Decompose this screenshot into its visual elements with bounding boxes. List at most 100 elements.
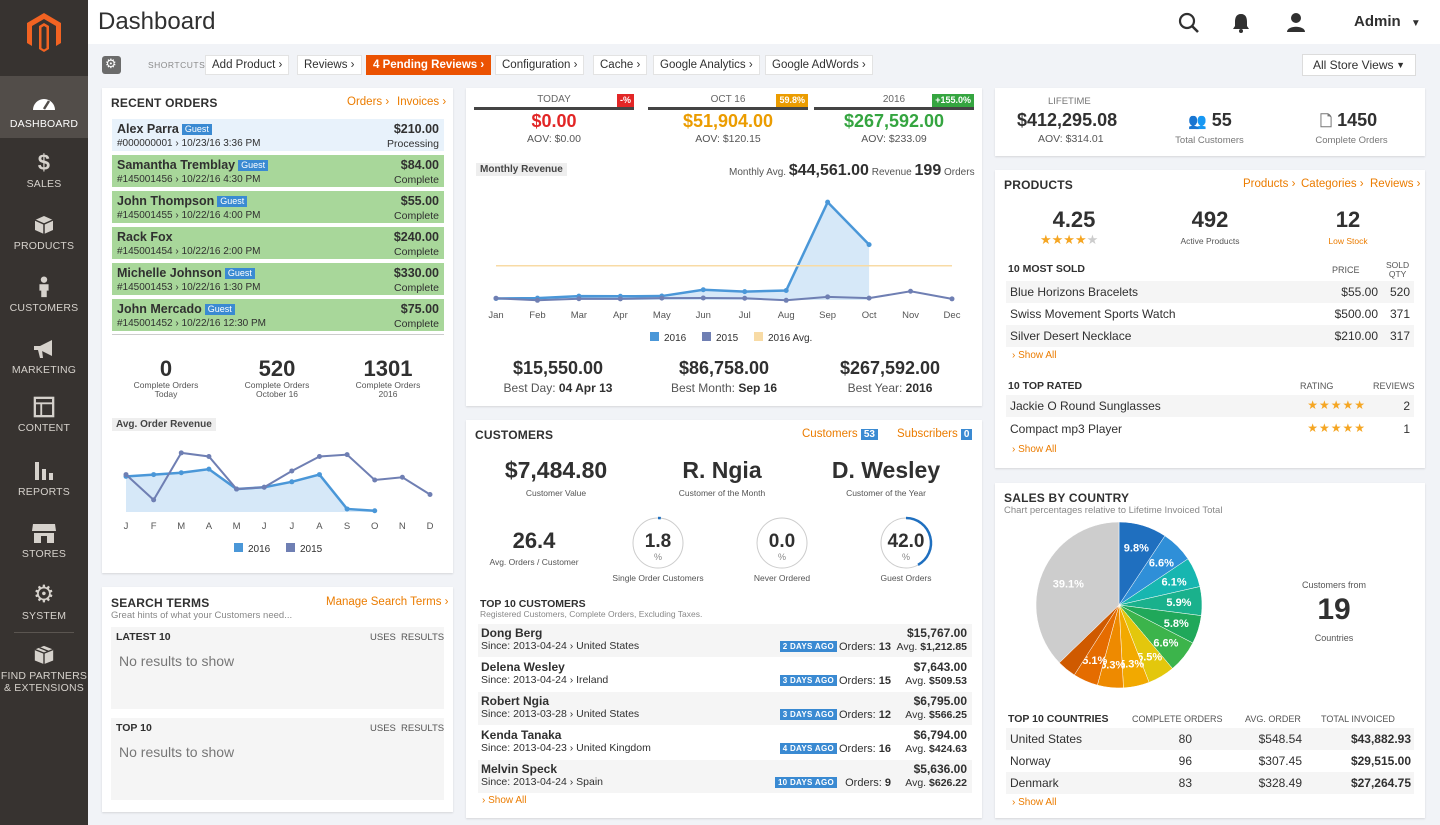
shortcut-add-product[interactable]: Add Product › <box>205 55 290 75</box>
top-title: TOP 10 <box>116 722 152 734</box>
nav-customers[interactable]: CUSTOMERS <box>0 264 88 326</box>
most-sold-row[interactable]: Blue Horizons Bracelets $55.00 520 <box>1006 281 1414 303</box>
stat-label-line: Today <box>154 389 178 399</box>
uses-col: USES <box>370 632 396 643</box>
product-price: $500.00 <box>1334 307 1378 321</box>
product-price: $55.00 <box>1341 285 1378 299</box>
top-customer-row[interactable]: Delena Wesley Since: 2013-04-24 › Ireland… <box>478 658 972 691</box>
top-customer-row[interactable]: Robert Ngia Since: 2013-03-28 › United St… <box>478 692 972 725</box>
sidebar: DASHBOARD $ SALES PRODUCTS CUSTOMERS MAR… <box>0 0 88 825</box>
order-row[interactable]: Samantha Tremblay Guest #145001456 › 10/22… <box>112 155 444 189</box>
ring-value: 1.8 <box>644 531 672 552</box>
subscribers-link[interactable]: Subscribers 0 <box>897 428 973 440</box>
shortcut-pending-reviews[interactable]: 4 Pending Reviews › <box>366 55 492 75</box>
stat-label-line: Complete Orders <box>244 380 310 390</box>
products-link[interactable]: Products › <box>1243 178 1296 190</box>
lifetime-aov: AOV: $314.01 <box>1038 133 1104 145</box>
top-rated-row[interactable]: Jackie O Round Sunglasses ★★★★★ 2 <box>1006 395 1414 417</box>
customer-avg: Avg. $626.22 <box>905 777 967 789</box>
shortcut-google-analytics[interactable]: Google Analytics › <box>653 55 760 75</box>
nav-reports[interactable]: REPORTS <box>0 450 88 512</box>
customer-kpi-label: Customer of the Month <box>678 488 766 498</box>
order-row[interactable]: John Mercado Guest #145001452 › 10/22/16 1… <box>112 299 444 333</box>
dollar-icon: $ <box>37 150 51 175</box>
most-sold-row[interactable]: Silver Desert Necklace $210.00 317 <box>1006 325 1414 347</box>
x-tick-label: May <box>653 310 671 321</box>
stars-filled: ★★★★ <box>1040 232 1087 247</box>
product-name: Jackie O Round Sunglasses <box>1010 399 1161 413</box>
best-detail: Sep 16 <box>738 381 778 395</box>
total-customers-value: 55 <box>1211 110 1232 130</box>
show-all-link[interactable]: › Show All <box>1012 350 1057 361</box>
search-icon[interactable] <box>1178 12 1200 34</box>
customer-avg: Avg. $509.53 <box>905 675 967 687</box>
reviews-link[interactable]: Reviews › <box>1370 178 1421 190</box>
x-tick-label: A <box>206 521 213 532</box>
top-customer-row[interactable]: Melvin Speck Since: 2013-04-24 › Spain 10 … <box>478 760 972 793</box>
nav-system[interactable]: ⚙ SYSTEM <box>0 574 88 636</box>
data-point <box>399 474 405 480</box>
order-row[interactable]: Rack Fox #145001454 › 10/22/16 2:00 PM $24… <box>112 227 444 261</box>
customer-since: Since: 2013-04-24 › United States <box>481 640 640 652</box>
order-row[interactable]: Alex Parra Guest #000000001 › 10/23/16 3:3… <box>112 119 444 153</box>
x-tick-label: Dec <box>944 310 961 321</box>
admin-menu[interactable]: Admin ▼ <box>1354 13 1421 30</box>
nav-products[interactable]: PRODUCTS <box>0 202 88 264</box>
show-all-link[interactable]: › Show All <box>1012 444 1057 455</box>
shortcut-reviews[interactable]: Reviews › <box>297 55 362 75</box>
order-customer-name: John Mercado Guest <box>117 302 235 316</box>
legend-swatch <box>286 543 295 552</box>
products-title: PRODUCTS <box>1004 178 1073 192</box>
show-all-link[interactable]: › Show All <box>1012 797 1057 808</box>
top-rated-row[interactable]: Compact mp3 Player ★★★★★ 1 <box>1006 418 1414 440</box>
country-name: Norway <box>1010 754 1051 768</box>
shortcut-configuration[interactable]: Configuration › <box>495 55 585 75</box>
categories-link[interactable]: Categories › <box>1301 178 1364 190</box>
bell-icon[interactable] <box>1232 12 1250 34</box>
orders-value: 12 <box>878 709 891 721</box>
data-point <box>178 450 184 456</box>
nav-label: CONTENT <box>17 422 71 434</box>
nav-sales[interactable]: $ SALES <box>0 140 88 202</box>
nav-marketing[interactable]: MARKETING <box>0 326 88 388</box>
customer-total: $6,795.00 <box>913 694 967 708</box>
orders-label: Orders: <box>839 641 876 653</box>
partners-box-icon <box>34 645 54 665</box>
price-col: PRICE <box>1332 265 1360 275</box>
country-row[interactable]: Denmark 83 $328.49 $27,264.75 <box>1006 772 1414 794</box>
shortcut-google-adwords[interactable]: Google AdWords › <box>765 55 873 75</box>
data-point <box>659 295 665 301</box>
shortcuts-settings-button[interactable]: ⚙ <box>102 56 121 74</box>
user-icon[interactable] <box>1286 12 1306 34</box>
orders-value: 9 <box>884 777 891 789</box>
magento-logo-icon[interactable] <box>26 12 62 54</box>
data-point <box>866 242 872 248</box>
customer-name: Dong Berg <box>481 626 543 640</box>
nav-content[interactable]: CONTENT <box>0 388 88 450</box>
orders-label: Orders: <box>839 709 876 721</box>
data-point <box>316 453 322 459</box>
stat-label: Complete Orders Today <box>126 381 206 399</box>
most-sold-row[interactable]: Swiss Movement Sports Watch $500.00 371 <box>1006 303 1414 325</box>
shortcut-cache[interactable]: Cache › <box>593 55 648 75</box>
nav-stores[interactable]: STORES <box>0 512 88 574</box>
country-row[interactable]: Norway 96 $307.45 $29,515.00 <box>1006 750 1414 772</box>
show-all-link[interactable]: › Show All <box>482 795 527 806</box>
order-number-date: #145001452 › 10/22/16 12:30 PM <box>117 318 267 329</box>
nav-dashboard[interactable]: DASHBOARD <box>0 76 88 138</box>
top-customer-row[interactable]: Dong Berg Since: 2013-04-24 › United Stat… <box>478 624 972 657</box>
manage-search-terms-link[interactable]: Manage Search Terms › <box>326 596 449 608</box>
invoices-link[interactable]: Invoices › <box>397 96 447 108</box>
nav-find-partners[interactable]: FIND PARTNERS & EXTENSIONS <box>0 640 88 700</box>
order-row[interactable]: John Thompson Guest #145001455 › 10/22/16 … <box>112 191 444 225</box>
country-row[interactable]: United States 80 $548.54 $43,882.93 <box>1006 728 1414 750</box>
customers-link[interactable]: Customers 53 <box>802 428 878 440</box>
data-point <box>151 472 157 478</box>
top-customer-row[interactable]: Kenda Tanaka Since: 2013-04-23 › United K… <box>478 726 972 759</box>
period-change-badge: 59.8% <box>776 94 808 107</box>
order-row[interactable]: Michelle Johnson Guest #145001453 › 10/22/… <box>112 263 444 297</box>
orders-link[interactable]: Orders › <box>347 96 390 108</box>
gear-icon: ⚙ <box>33 581 55 608</box>
low-stock-value: 12 <box>1335 207 1361 232</box>
store-view-select[interactable]: All Store Views ▼ <box>1302 54 1416 76</box>
